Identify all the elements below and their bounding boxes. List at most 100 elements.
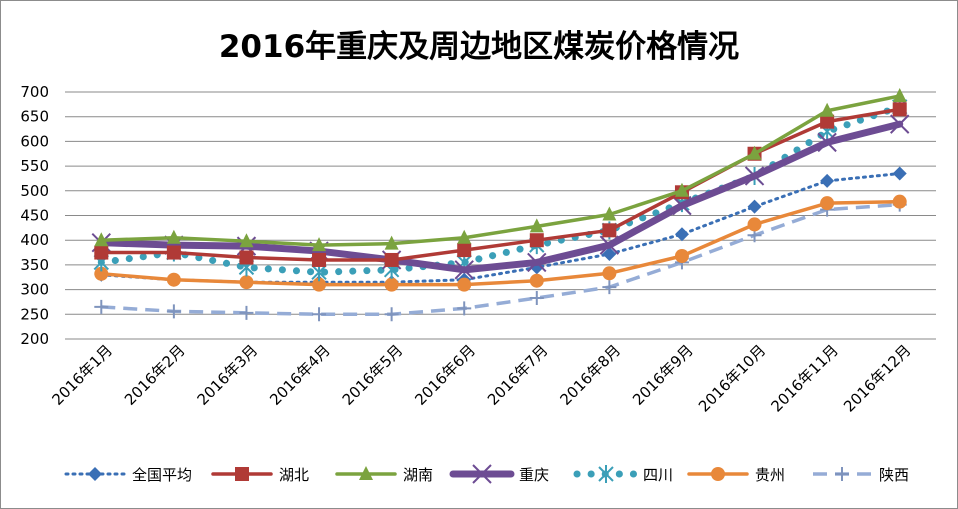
- triangle-marker: [529, 218, 544, 233]
- y-tick-label: 250: [20, 305, 49, 323]
- y-tick-label: 500: [20, 182, 49, 200]
- plus-marker: [602, 280, 617, 295]
- circle-marker: [747, 217, 762, 232]
- triangle-marker: [239, 233, 254, 248]
- square-marker: [602, 223, 617, 238]
- legend-label: 陕西: [879, 466, 909, 484]
- diamond-marker: [88, 467, 102, 481]
- circle-marker: [674, 249, 689, 264]
- triangle-marker: [892, 87, 907, 102]
- square-marker: [457, 243, 472, 258]
- square-marker: [384, 252, 399, 267]
- legend-item: 全国平均: [64, 466, 192, 484]
- triangle-marker: [602, 206, 617, 221]
- triangle-marker: [94, 232, 109, 247]
- x-tick-label: 2016年6月: [411, 341, 479, 409]
- legend-label: 湖北: [279, 466, 309, 484]
- x-marker: [672, 195, 692, 216]
- legend-item: 贵州: [687, 466, 785, 484]
- x-tick-label: 2016年5月: [339, 341, 407, 409]
- triangle-marker: [457, 229, 472, 244]
- plus-marker: [384, 307, 399, 322]
- circle-marker: [94, 266, 109, 281]
- x-tick-label: 2016年7月: [484, 341, 552, 409]
- triangle-marker: [359, 466, 373, 480]
- circle-marker: [384, 277, 399, 292]
- circle-marker: [529, 273, 544, 288]
- circle-marker: [166, 272, 181, 287]
- series-line: [101, 202, 900, 317]
- x-tick-label: 2016年1月: [48, 341, 116, 409]
- circle-marker: [602, 266, 617, 281]
- chart-title: 2016年重庆及周边地区煤炭价格情况: [218, 29, 740, 65]
- plus-marker: [239, 305, 254, 320]
- circle-marker: [239, 275, 254, 290]
- y-tick-label: 350: [20, 256, 49, 274]
- legend-label: 贵州: [755, 466, 785, 484]
- triangle-marker: [747, 145, 762, 160]
- circle-marker: [312, 277, 327, 292]
- y-tick-label: 550: [20, 157, 49, 175]
- plus-marker: [94, 299, 109, 314]
- x-marker: [890, 114, 910, 134]
- star-marker: [598, 465, 614, 483]
- x-tick-label: 2016年4月: [266, 341, 334, 409]
- legend-label: 重庆: [519, 466, 549, 484]
- circle-marker: [711, 467, 725, 481]
- circle-marker: [457, 277, 472, 292]
- square-marker: [529, 233, 544, 248]
- plus-marker: [529, 290, 544, 305]
- x-marker: [454, 260, 474, 280]
- series-line: [97, 120, 904, 274]
- legend-label: 全国平均: [132, 466, 192, 484]
- x-tick-label: 2016年2月: [121, 341, 189, 409]
- square-marker: [820, 114, 835, 129]
- y-tick-label: 700: [20, 83, 49, 101]
- x-tick-label: 2016年8月: [557, 341, 625, 409]
- diamond-marker: [602, 247, 617, 262]
- x-marker: [599, 235, 620, 255]
- x-marker: [527, 252, 547, 273]
- x-marker: [472, 464, 492, 484]
- plus-marker: [835, 467, 849, 481]
- triangle-marker: [384, 235, 399, 250]
- legend-item: 湖南: [335, 466, 433, 484]
- triangle-marker: [674, 182, 689, 197]
- series-湖南: [94, 87, 907, 252]
- y-tick-label: 300: [20, 281, 49, 299]
- circle-marker: [892, 194, 907, 209]
- legend-item: 重庆: [449, 464, 549, 484]
- x-tick-label: 2016年11月: [768, 341, 842, 415]
- square-marker: [235, 467, 249, 481]
- x-tick-label: 2016年10月: [695, 341, 769, 415]
- diamond-marker: [820, 173, 835, 188]
- legend-item: 陕西: [813, 466, 909, 484]
- x-marker: [817, 132, 837, 153]
- diamond-marker: [747, 199, 762, 214]
- square-marker: [94, 245, 109, 260]
- triangle-marker: [312, 237, 327, 252]
- y-tick-label: 600: [20, 132, 49, 150]
- diamond-marker: [674, 227, 689, 242]
- circle-marker: [820, 196, 835, 211]
- legend-item: 湖北: [211, 466, 309, 484]
- plus-marker: [166, 304, 181, 319]
- legend-item: 四川: [573, 465, 673, 484]
- diamond-marker: [892, 166, 907, 181]
- legend-label: 湖南: [403, 466, 433, 484]
- series-line: [99, 199, 902, 287]
- y-tick-label: 450: [20, 207, 49, 225]
- x-tick-label: 2016年12月: [840, 341, 914, 415]
- series-全国平均: [94, 166, 907, 290]
- square-marker: [166, 245, 181, 260]
- triangle-marker: [166, 229, 181, 244]
- series-line: [99, 94, 902, 247]
- square-marker: [312, 252, 327, 267]
- square-marker: [892, 102, 907, 117]
- y-tick-label: 650: [20, 108, 49, 126]
- y-tick-label: 200: [20, 330, 49, 348]
- series-贵州: [94, 194, 907, 292]
- plus-marker: [457, 301, 472, 316]
- x-tick-label: 2016年9月: [629, 341, 697, 409]
